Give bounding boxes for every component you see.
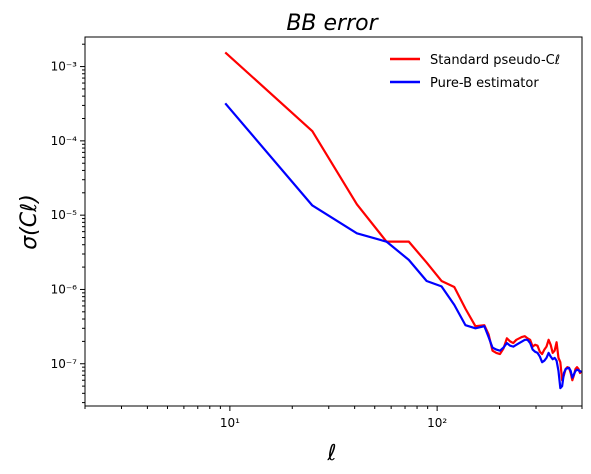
- y-axis-ticks: 10⁻⁷ 10⁻⁶ 10⁻⁵ 10⁻⁴ 10⁻³: [51, 43, 85, 404]
- y-tick-label: 10⁻⁵: [51, 208, 78, 222]
- y-tick-label: 10⁻⁷: [51, 357, 78, 371]
- y-tick-label: 10⁻⁴: [51, 134, 78, 148]
- legend: Standard pseudo-Cℓ Pure-B estimator: [390, 53, 560, 91]
- y-tick-label: 10⁻³: [51, 60, 78, 74]
- series-line-0: [224, 51, 582, 382]
- plot-frame: [84, 36, 583, 407]
- legend-label-pure-b: Pure-B estimator: [430, 76, 539, 91]
- x-axis-ticks: 10¹ 10²: [84, 406, 583, 430]
- series-layer: [224, 51, 582, 390]
- x-axis-label: ℓ: [326, 441, 336, 466]
- chart-title: BB error: [286, 11, 379, 36]
- y-tick-label: 10⁻⁶: [51, 282, 78, 296]
- x-tick-label: 10¹: [220, 416, 240, 430]
- legend-label-standard: Standard pseudo-Cℓ: [430, 53, 560, 68]
- y-axis-label: σ(Cℓ): [17, 194, 42, 250]
- x-tick-label: 10²: [427, 416, 447, 430]
- series-line-1: [224, 102, 582, 390]
